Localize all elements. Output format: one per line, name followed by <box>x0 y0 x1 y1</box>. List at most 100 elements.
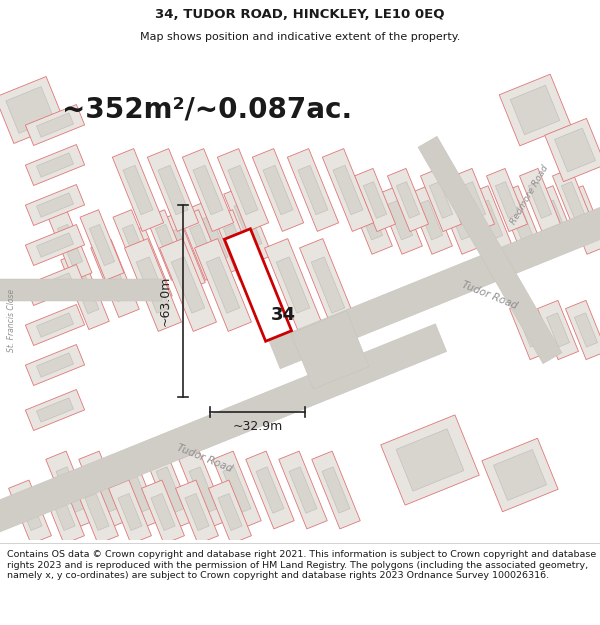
Polygon shape <box>58 224 83 266</box>
Text: 34: 34 <box>271 306 296 324</box>
Polygon shape <box>160 239 217 331</box>
Polygon shape <box>118 494 142 531</box>
Polygon shape <box>545 118 600 182</box>
Polygon shape <box>224 229 292 341</box>
Polygon shape <box>41 480 85 544</box>
Polygon shape <box>37 273 73 297</box>
Text: Map shows position and indicative extent of the property.: Map shows position and indicative extent… <box>140 32 460 43</box>
Polygon shape <box>71 268 99 314</box>
Polygon shape <box>518 313 542 347</box>
Text: Tudor Road: Tudor Road <box>176 442 234 474</box>
Polygon shape <box>0 76 65 144</box>
Polygon shape <box>322 149 374 231</box>
Polygon shape <box>224 186 272 264</box>
Polygon shape <box>496 182 518 218</box>
Polygon shape <box>0 324 446 546</box>
Polygon shape <box>388 169 428 231</box>
Polygon shape <box>37 233 73 257</box>
Polygon shape <box>396 429 464 491</box>
Polygon shape <box>265 239 322 331</box>
Polygon shape <box>554 128 595 172</box>
Polygon shape <box>37 113 73 137</box>
Polygon shape <box>497 186 542 254</box>
Polygon shape <box>565 301 600 359</box>
Text: Redmore Road: Redmore Road <box>509 164 551 226</box>
Polygon shape <box>213 451 261 529</box>
Polygon shape <box>454 169 494 231</box>
Polygon shape <box>487 169 527 231</box>
Polygon shape <box>167 229 195 275</box>
Polygon shape <box>256 467 284 513</box>
Polygon shape <box>48 210 92 280</box>
Polygon shape <box>510 85 560 135</box>
Polygon shape <box>182 149 233 231</box>
Polygon shape <box>520 169 560 231</box>
Polygon shape <box>25 264 85 306</box>
Text: ~63.0m: ~63.0m <box>158 276 172 326</box>
Polygon shape <box>279 451 327 529</box>
Polygon shape <box>478 200 503 240</box>
Polygon shape <box>61 252 109 329</box>
Polygon shape <box>355 169 395 231</box>
Polygon shape <box>430 182 452 218</box>
Polygon shape <box>299 239 356 331</box>
Polygon shape <box>51 494 75 531</box>
Polygon shape <box>122 467 150 513</box>
Polygon shape <box>194 239 251 331</box>
Polygon shape <box>418 136 562 364</box>
Polygon shape <box>289 467 317 513</box>
Polygon shape <box>223 467 251 513</box>
Polygon shape <box>157 213 205 291</box>
Polygon shape <box>37 153 73 177</box>
Polygon shape <box>311 257 345 313</box>
Polygon shape <box>388 200 413 240</box>
Polygon shape <box>298 166 328 214</box>
Polygon shape <box>407 186 452 254</box>
Polygon shape <box>206 257 240 313</box>
Polygon shape <box>171 257 205 313</box>
Polygon shape <box>364 182 386 218</box>
Polygon shape <box>246 451 294 529</box>
Polygon shape <box>322 467 350 513</box>
Polygon shape <box>193 166 223 214</box>
Polygon shape <box>158 166 188 214</box>
Text: 34, TUDOR ROAD, HINCKLEY, LE10 0EQ: 34, TUDOR ROAD, HINCKLEY, LE10 0EQ <box>155 8 445 21</box>
Polygon shape <box>80 210 124 280</box>
Polygon shape <box>190 199 238 278</box>
Polygon shape <box>437 186 482 254</box>
Polygon shape <box>448 200 473 240</box>
Polygon shape <box>563 186 600 254</box>
Polygon shape <box>176 480 218 544</box>
Polygon shape <box>109 480 151 544</box>
Polygon shape <box>209 480 251 544</box>
Text: ~352m²/~0.087ac.: ~352m²/~0.087ac. <box>62 96 352 124</box>
Polygon shape <box>234 202 262 248</box>
Polygon shape <box>6 87 54 133</box>
Polygon shape <box>112 451 160 529</box>
Polygon shape <box>85 494 109 531</box>
Polygon shape <box>156 467 184 513</box>
Polygon shape <box>291 311 369 389</box>
Polygon shape <box>572 200 598 240</box>
Polygon shape <box>89 224 115 266</box>
Text: ~32.9m: ~32.9m <box>232 419 283 432</box>
Polygon shape <box>76 480 118 544</box>
Polygon shape <box>123 166 153 214</box>
Polygon shape <box>0 279 162 301</box>
Polygon shape <box>482 438 558 512</box>
Polygon shape <box>538 301 578 359</box>
Polygon shape <box>218 494 242 531</box>
Polygon shape <box>228 166 258 214</box>
Polygon shape <box>276 257 310 313</box>
Polygon shape <box>509 301 551 359</box>
Polygon shape <box>101 256 129 302</box>
Polygon shape <box>185 494 209 531</box>
Polygon shape <box>79 451 127 529</box>
Polygon shape <box>112 149 164 231</box>
Polygon shape <box>508 200 533 240</box>
Polygon shape <box>18 494 42 531</box>
Polygon shape <box>253 149 304 231</box>
Text: Tudor Road: Tudor Road <box>461 279 519 311</box>
Polygon shape <box>46 451 94 529</box>
Polygon shape <box>263 166 293 214</box>
